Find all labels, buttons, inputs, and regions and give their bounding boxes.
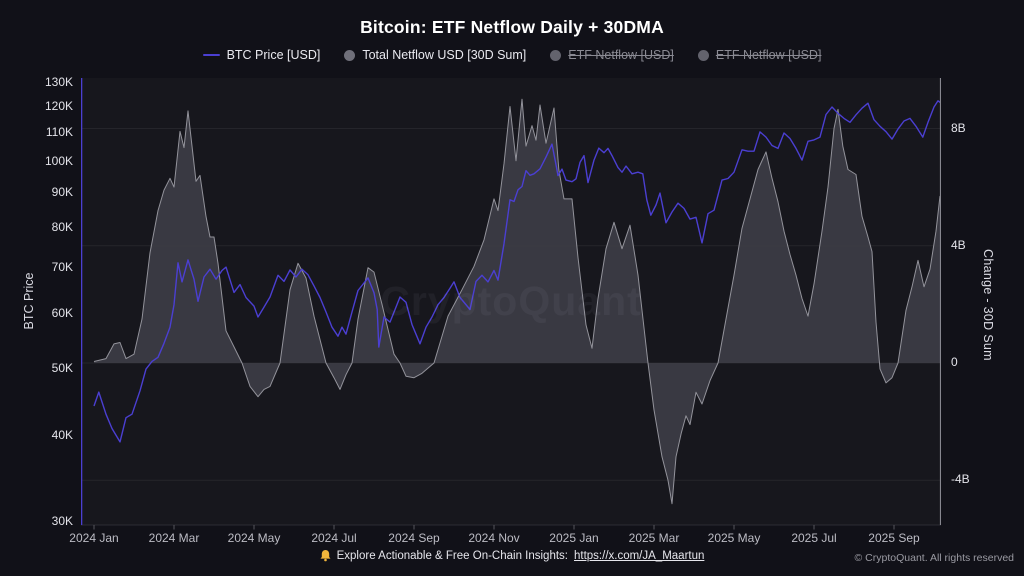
legend-line-marker: [202, 53, 220, 57]
left-tick-label: 100K: [44, 153, 73, 168]
bell-icon: [320, 550, 331, 562]
footer-link[interactable]: https://x.com/JA_Maartun: [574, 549, 705, 562]
left-tick-label: 40K: [51, 427, 73, 442]
x-tick-label: 2024 Jul: [311, 531, 357, 545]
copyright: © CryptoQuant. All rights reserved: [854, 552, 1014, 564]
legend-item-3[interactable]: ETF Netflow [USD]: [697, 48, 822, 62]
left-tick-label: 130K: [44, 75, 73, 89]
legend-circle-marker: [344, 49, 356, 61]
x-tick-label: 2024 Jan: [69, 531, 119, 545]
left-tick-label: 30K: [51, 514, 73, 528]
left-tick-label: 90K: [51, 185, 73, 200]
legend-label: BTC Price [USD]: [226, 48, 321, 62]
netflow-area-outline: [93, 98, 941, 505]
x-tick-label: 2024 May: [227, 531, 281, 545]
left-tick-label: 70K: [51, 260, 73, 275]
x-tick-label: 2024 Nov: [468, 531, 520, 545]
legend-label: Total Netflow USD [30D Sum]: [362, 48, 527, 62]
x-tick-label: 2025 Mar: [628, 531, 680, 545]
left-tick-label: 50K: [51, 361, 73, 376]
legend-label: ETF Netflow [USD]: [715, 48, 822, 62]
x-tick-label: 2024 Mar: [148, 531, 200, 545]
left-tick-label: 110K: [45, 125, 73, 139]
chart-title: Bitcoin: ETF Netflow Daily + 30DMA: [360, 17, 664, 37]
x-tick-label: 2024 Sep: [388, 531, 440, 545]
btc-price-line: [93, 100, 941, 443]
x-tick-label: 2025 May: [707, 531, 761, 545]
x-tick-label: 2025 Jul: [791, 531, 837, 545]
right-axis-title: Change - 30D Sum: [981, 249, 995, 361]
right-tick-label: 4B: [951, 237, 966, 252]
left-tick-label: 60K: [51, 306, 73, 321]
left-tick-label: 120K: [44, 98, 73, 113]
chart-canvas: [81, 78, 941, 530]
right-tick-label: 0: [951, 355, 958, 369]
footer-text: Explore Actionable & Free On-Chain Insig…: [336, 549, 568, 562]
footer: Explore Actionable & Free On-Chain Insig…: [0, 549, 1024, 562]
x-tick-label: 2025 Jan: [549, 531, 599, 545]
legend-item-0[interactable]: BTC Price [USD]: [202, 48, 321, 62]
right-tick-label: 8B: [951, 120, 966, 135]
legend-item-1[interactable]: Total Netflow USD [30D Sum]: [344, 48, 526, 62]
legend-item-2[interactable]: ETF Netflow [USD]: [550, 48, 674, 62]
netflow-area-fill: [94, 99, 940, 504]
legend-label: ETF Netflow [USD]: [568, 48, 674, 62]
legend: BTC Price [USD] Total Netflow USD [30D Su…: [0, 48, 1024, 62]
legend-circle-marker: [550, 49, 562, 61]
left-tick-label: 80K: [51, 220, 73, 235]
legend-circle-marker: [697, 49, 709, 61]
x-tick-label: 2025 Sep: [868, 531, 920, 545]
right-tick-label: -4B: [951, 472, 970, 487]
